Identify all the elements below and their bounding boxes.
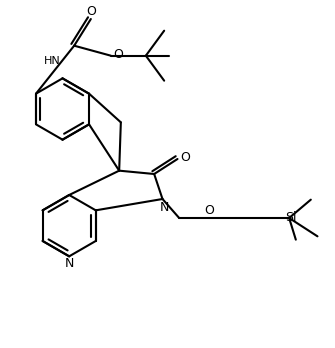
Text: O: O <box>113 48 123 61</box>
Text: N: N <box>65 257 74 270</box>
Text: O: O <box>180 151 190 164</box>
Text: O: O <box>204 204 214 217</box>
Text: HN: HN <box>44 56 61 66</box>
Text: O: O <box>86 5 96 18</box>
Text: N: N <box>160 201 169 214</box>
Text: Si: Si <box>285 212 296 224</box>
